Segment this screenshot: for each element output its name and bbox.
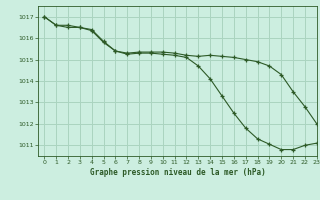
X-axis label: Graphe pression niveau de la mer (hPa): Graphe pression niveau de la mer (hPa) [90, 168, 266, 177]
